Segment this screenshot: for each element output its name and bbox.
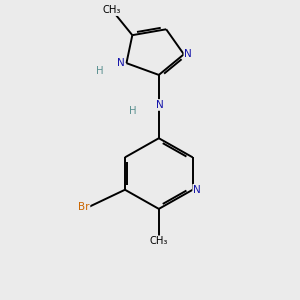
Text: H: H xyxy=(129,106,136,116)
Text: CH₃: CH₃ xyxy=(150,236,168,246)
Text: N: N xyxy=(117,58,124,68)
Text: CH₃: CH₃ xyxy=(103,5,121,15)
Text: N: N xyxy=(184,49,192,59)
Text: H: H xyxy=(96,66,104,76)
Text: Br: Br xyxy=(78,202,89,212)
Text: N: N xyxy=(156,100,164,110)
Text: N: N xyxy=(193,185,201,195)
